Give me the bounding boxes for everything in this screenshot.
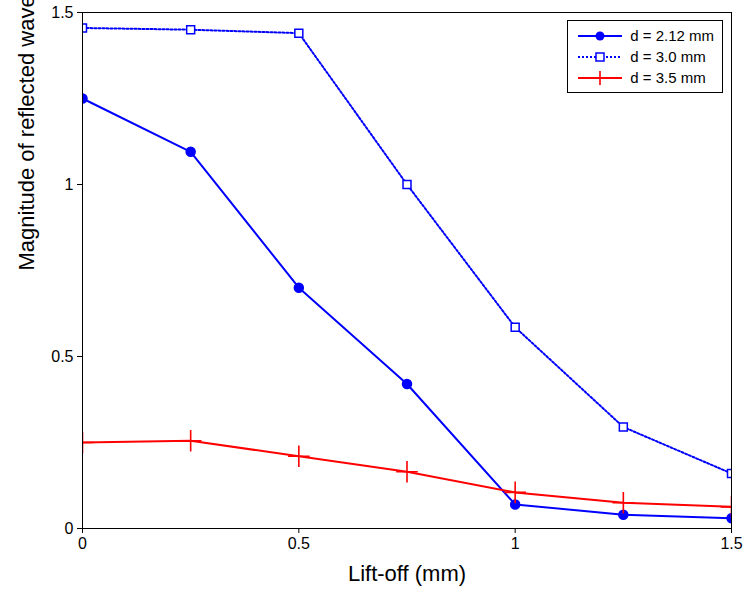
html-text:d = 2.12 mm: d = 2.12 mm xyxy=(630,27,714,44)
svg-text:Lift-off (mm): Lift-off (mm) xyxy=(348,561,466,586)
svg-text:0.5: 0.5 xyxy=(288,535,310,552)
svg-text:Magnitude of reflected waves (: Magnitude of reflected waves (V) xyxy=(14,0,39,271)
html-text:d = 3.5 mm: d = 3.5 mm xyxy=(630,69,706,86)
svg-text:1: 1 xyxy=(511,535,520,552)
svg-text:0: 0 xyxy=(65,520,74,537)
html-text:d = 3.0 mm: d = 3.0 mm xyxy=(630,48,706,65)
svg-text:1.5: 1.5 xyxy=(720,535,742,552)
svg-text:0: 0 xyxy=(78,535,87,552)
svg-text:0.5: 0.5 xyxy=(51,348,73,365)
svg-text:1: 1 xyxy=(65,176,74,193)
svg-text:1.5: 1.5 xyxy=(51,4,73,21)
